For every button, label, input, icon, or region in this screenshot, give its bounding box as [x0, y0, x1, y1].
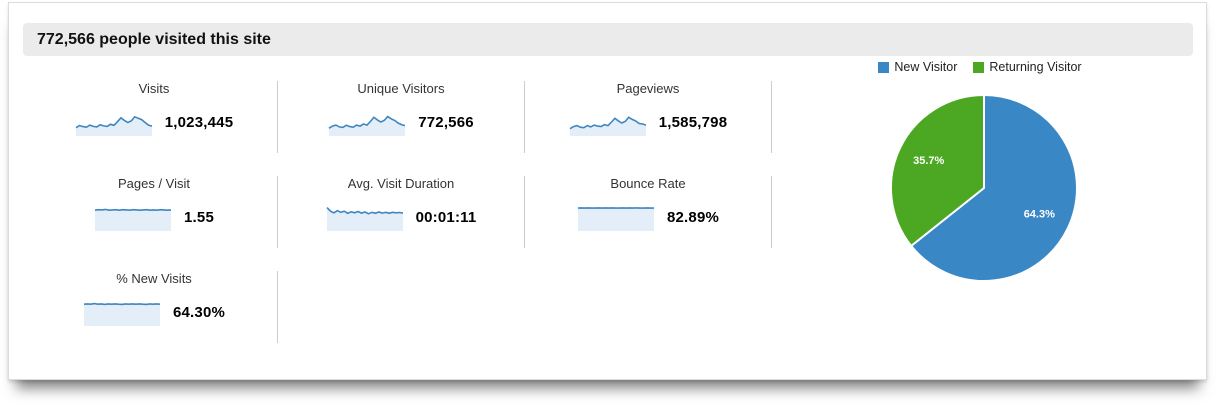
- svg-text:64.3%: 64.3%: [1024, 209, 1055, 221]
- legend-item-returning-visitor[interactable]: Returning Visitor: [973, 60, 1082, 74]
- metric-label: Bounce Rate: [610, 176, 686, 191]
- metric-value: 82.89%: [666, 208, 720, 226]
- metric-value: 1,585,798: [658, 113, 728, 131]
- metrics-row-3: % New Visits 64.30%: [31, 271, 775, 343]
- metric-value-row: 1.55: [94, 202, 214, 232]
- metric-cell-avg-visit-duration[interactable]: Avg. Visit Duration 00:01:11: [278, 176, 525, 248]
- metrics-row-1: Visits 1,023,445 Unique Visitors 772,566…: [31, 81, 775, 153]
- visitor-type-pie-chart[interactable]: 64.3% 35.7%: [889, 93, 1079, 283]
- metrics-grid: Visits 1,023,445 Unique Visitors 772,566…: [31, 81, 775, 366]
- metric-value-row: 1,023,445: [75, 107, 234, 137]
- legend-swatch-new-visitor: [878, 61, 890, 73]
- metric-label: % New Visits: [116, 271, 192, 286]
- metric-value-row: 1,585,798: [569, 107, 728, 137]
- svg-text:35.7%: 35.7%: [913, 155, 944, 167]
- sparkline-chart: [75, 115, 152, 136]
- pie-legend: New Visitor Returning Visitor: [865, 60, 1095, 74]
- metric-value-row: 82.89%: [577, 202, 719, 232]
- metric-cell-percent-new-visits[interactable]: % New Visits 64.30%: [31, 271, 278, 343]
- metric-label: Visits: [138, 81, 170, 96]
- metric-cell-bounce-rate[interactable]: Bounce Rate 82.89%: [525, 176, 772, 248]
- metric-value-row: 64.30%: [83, 297, 225, 327]
- metric-label: Pageviews: [616, 81, 680, 96]
- metric-value: 772,566: [418, 113, 474, 131]
- metric-cell-pageviews[interactable]: Pageviews 1,585,798: [525, 81, 772, 153]
- metric-label: Avg. Visit Duration: [347, 176, 455, 191]
- metric-cell-pages-per-visit[interactable]: Pages / Visit 1.55: [31, 176, 278, 248]
- metric-label: Pages / Visit: [117, 176, 191, 191]
- sparkline-chart: [326, 207, 403, 231]
- metric-label: Unique Visitors: [357, 81, 445, 96]
- metrics-row-2: Pages / Visit 1.55 Avg. Visit Duration 0…: [31, 176, 775, 248]
- legend-label-new-visitor: New Visitor: [894, 60, 958, 74]
- header-bar: 772,566 people visited this site: [23, 23, 1193, 56]
- legend-swatch-returning-visitor: [973, 61, 985, 73]
- legend-label-returning-visitor: Returning Visitor: [989, 60, 1082, 74]
- visitors-summary-title: 772,566 people visited this site: [37, 30, 271, 48]
- sparkline-chart: [83, 302, 161, 326]
- metric-value-row: 00:01:11: [326, 202, 477, 232]
- metric-value: 64.30%: [172, 303, 226, 321]
- visitors-overview-card: 772,566 people visited this site Visits …: [8, 2, 1207, 380]
- metric-value: 00:01:11: [415, 208, 477, 226]
- sparkline-chart: [577, 207, 654, 231]
- sparkline-chart: [94, 208, 172, 231]
- sparkline-chart: [569, 116, 646, 136]
- legend-item-new-visitor[interactable]: New Visitor: [878, 60, 957, 74]
- metric-cell-visits[interactable]: Visits 1,023,445: [31, 81, 278, 153]
- metric-value: 1,023,445: [164, 113, 234, 131]
- metric-value: 1.55: [184, 208, 214, 226]
- sparkline-chart: [328, 115, 406, 136]
- metric-cell-unique-visitors[interactable]: Unique Visitors 772,566: [278, 81, 525, 153]
- metric-value-row: 772,566: [328, 107, 474, 137]
